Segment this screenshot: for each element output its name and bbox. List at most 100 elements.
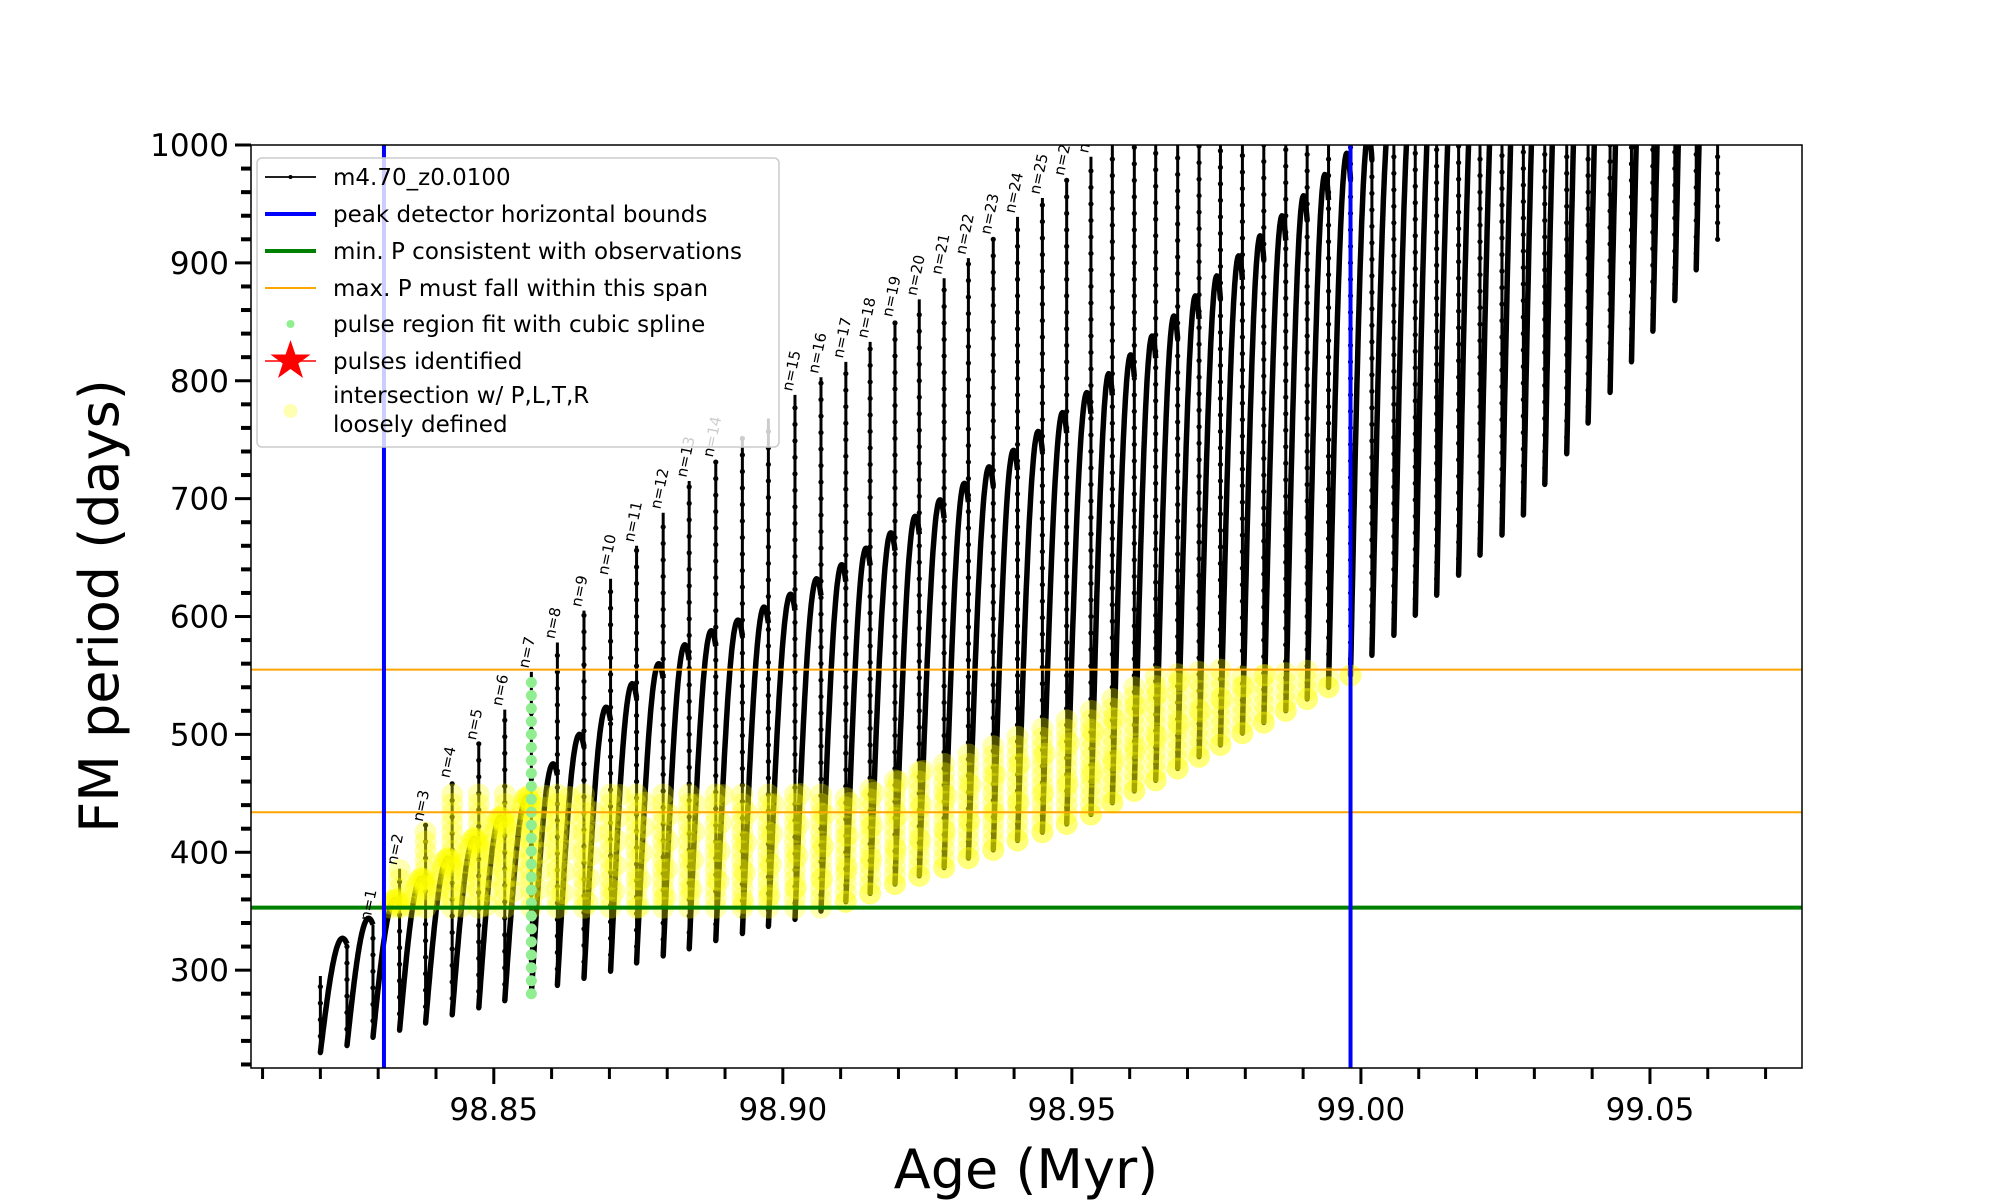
track-marker <box>633 943 640 950</box>
track-marker <box>502 965 508 971</box>
track-marker <box>792 867 798 873</box>
track-marker <box>1153 150 1159 156</box>
intersection-marker <box>405 876 428 899</box>
track-marker <box>554 801 560 807</box>
track-marker <box>1304 283 1310 290</box>
track-marker <box>1499 219 1505 225</box>
intersection-marker <box>704 887 727 910</box>
intersection-marker <box>1055 746 1078 769</box>
track-marker <box>965 294 972 300</box>
intersection-marker <box>908 808 931 831</box>
track-marker <box>867 593 873 600</box>
intersection-marker <box>859 844 882 867</box>
track-arc <box>1499 145 1514 536</box>
intersection-marker <box>578 867 601 890</box>
track-marker <box>1109 684 1115 690</box>
track-marker <box>1369 553 1375 560</box>
intersection-marker <box>812 835 835 858</box>
track-marker <box>892 501 898 508</box>
track-marker <box>1564 451 1570 457</box>
track-marker <box>1014 408 1021 415</box>
track-marker <box>1153 678 1159 684</box>
track-marker <box>1261 455 1267 462</box>
track-marker <box>1325 585 1332 591</box>
track-marker <box>713 624 719 630</box>
track-marker <box>686 731 692 737</box>
track-marker <box>843 602 849 608</box>
track-marker <box>1175 551 1181 557</box>
track-marker <box>1434 345 1440 351</box>
track-marker <box>965 459 972 465</box>
track-marker <box>765 478 771 484</box>
track-marker <box>941 798 947 805</box>
intersection-marker <box>1168 669 1191 692</box>
track-marker <box>1520 281 1526 287</box>
track-marker <box>1477 453 1483 459</box>
track-marker <box>1412 365 1418 371</box>
intersection-marker <box>933 828 956 851</box>
track-marker <box>990 797 996 804</box>
track-marker <box>1628 243 1635 249</box>
track-marker <box>1014 689 1021 695</box>
track-marker <box>1456 523 1462 529</box>
track-marker <box>1196 506 1202 512</box>
intersection-marker <box>757 858 780 881</box>
track-marker <box>581 629 587 635</box>
track-marker <box>633 679 640 686</box>
track-marker <box>916 807 922 813</box>
intersection-marker <box>438 848 461 871</box>
intersection-marker <box>982 838 1005 861</box>
intersection-marker <box>533 796 556 819</box>
intersection-marker <box>982 791 1005 814</box>
track-marker <box>1542 234 1548 240</box>
intersection-marker <box>503 864 526 887</box>
track-marker <box>581 876 587 882</box>
intersection-marker <box>572 887 595 910</box>
track-marker <box>1325 371 1332 377</box>
track-marker <box>1564 385 1570 391</box>
track-marker <box>660 557 666 563</box>
track-marker <box>581 909 587 915</box>
track-marker <box>476 823 482 829</box>
track-marker <box>1088 481 1094 488</box>
track-marker <box>1217 247 1224 253</box>
intersection-marker <box>783 877 806 900</box>
intersection-marker <box>478 866 501 889</box>
intersection-marker <box>608 784 631 807</box>
track-marker <box>1585 387 1591 393</box>
track-marker <box>607 622 614 628</box>
track-marker <box>449 946 455 952</box>
track-marker <box>739 452 745 458</box>
track-arc <box>1304 171 1332 700</box>
track-marker <box>1304 580 1310 587</box>
track-marker <box>818 826 824 832</box>
track-marker <box>686 632 692 638</box>
track-marker <box>1014 672 1021 679</box>
track-marker <box>1131 788 1137 794</box>
track-marker <box>1153 497 1159 503</box>
intersection-marker <box>933 809 956 832</box>
track-marker <box>941 749 947 755</box>
intersection-marker <box>757 792 780 815</box>
track-marker <box>1628 161 1635 167</box>
intersection-marker <box>1101 744 1124 767</box>
track-marker <box>1196 226 1202 232</box>
track-arc <box>1455 145 1472 576</box>
intersection-marker <box>860 848 883 871</box>
track-marker <box>765 643 771 649</box>
intersection-marker <box>1079 709 1102 732</box>
track-marker <box>843 734 849 740</box>
track-marker <box>1217 511 1224 517</box>
intersection-marker <box>430 862 453 885</box>
legend-item-pulses: pulses identified <box>265 340 522 378</box>
track-marker <box>1499 235 1505 241</box>
track-marker <box>843 717 849 723</box>
track-marker <box>818 578 824 584</box>
track-marker <box>317 1017 323 1023</box>
track-marker <box>370 1018 376 1024</box>
track-arc <box>941 480 972 868</box>
track-marker <box>660 705 666 712</box>
track-marker <box>1434 328 1440 334</box>
intersection-marker <box>984 764 1007 787</box>
track-marker <box>476 774 482 780</box>
